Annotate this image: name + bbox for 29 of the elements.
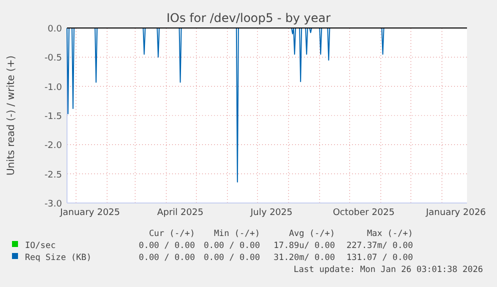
text: Min (-/+) — [214, 229, 260, 239]
x-tick-label: October 2025 — [332, 208, 395, 218]
x-tick-label: January 2026 — [425, 208, 486, 218]
text: 0.00 / 0.00 — [138, 241, 195, 251]
y-axis-title: Units read (-) / write (+) — [6, 55, 17, 176]
y-tick-label: -3.0 — [44, 200, 62, 210]
text: 0.00 / 0.00 — [204, 253, 260, 263]
y-tick-label: -1.0 — [44, 82, 62, 93]
x-tick-label: January 2025 — [59, 208, 120, 218]
chart-title: IOs for /dev/loop5 - by year — [166, 11, 331, 25]
y-tick-label: -2.5 — [44, 170, 62, 180]
y-tick-label: -2.0 — [44, 141, 62, 152]
text: 227.37m/ 0.00 — [346, 241, 413, 251]
text: Avg (-/+) — [288, 229, 335, 239]
text: 0.00 / 0.00 — [138, 253, 195, 263]
y-tick-label: -1.5 — [44, 112, 62, 122]
text: Max (-/+) — [366, 229, 413, 239]
x-tick-label: April 2025 — [157, 208, 204, 218]
text: Last update: Mon Jan 26 03:01:38 2026 — [294, 265, 483, 275]
x-tick-label: July 2025 — [250, 208, 292, 218]
text: Cur (-/+) — [148, 229, 195, 239]
legend-label: IO/sec — [25, 241, 56, 251]
y-tick-label: -0.5 — [44, 54, 62, 64]
text: 31.20m/ 0.00 — [274, 253, 335, 263]
text: 131.07 / 0.00 — [346, 253, 413, 263]
text: 17.89u/ 0.00 — [274, 241, 335, 251]
legend-label: Req Size (KB) — [25, 253, 92, 263]
y-tick-label: 0.0 — [48, 24, 62, 34]
text: 0.00 / 0.00 — [204, 241, 260, 251]
